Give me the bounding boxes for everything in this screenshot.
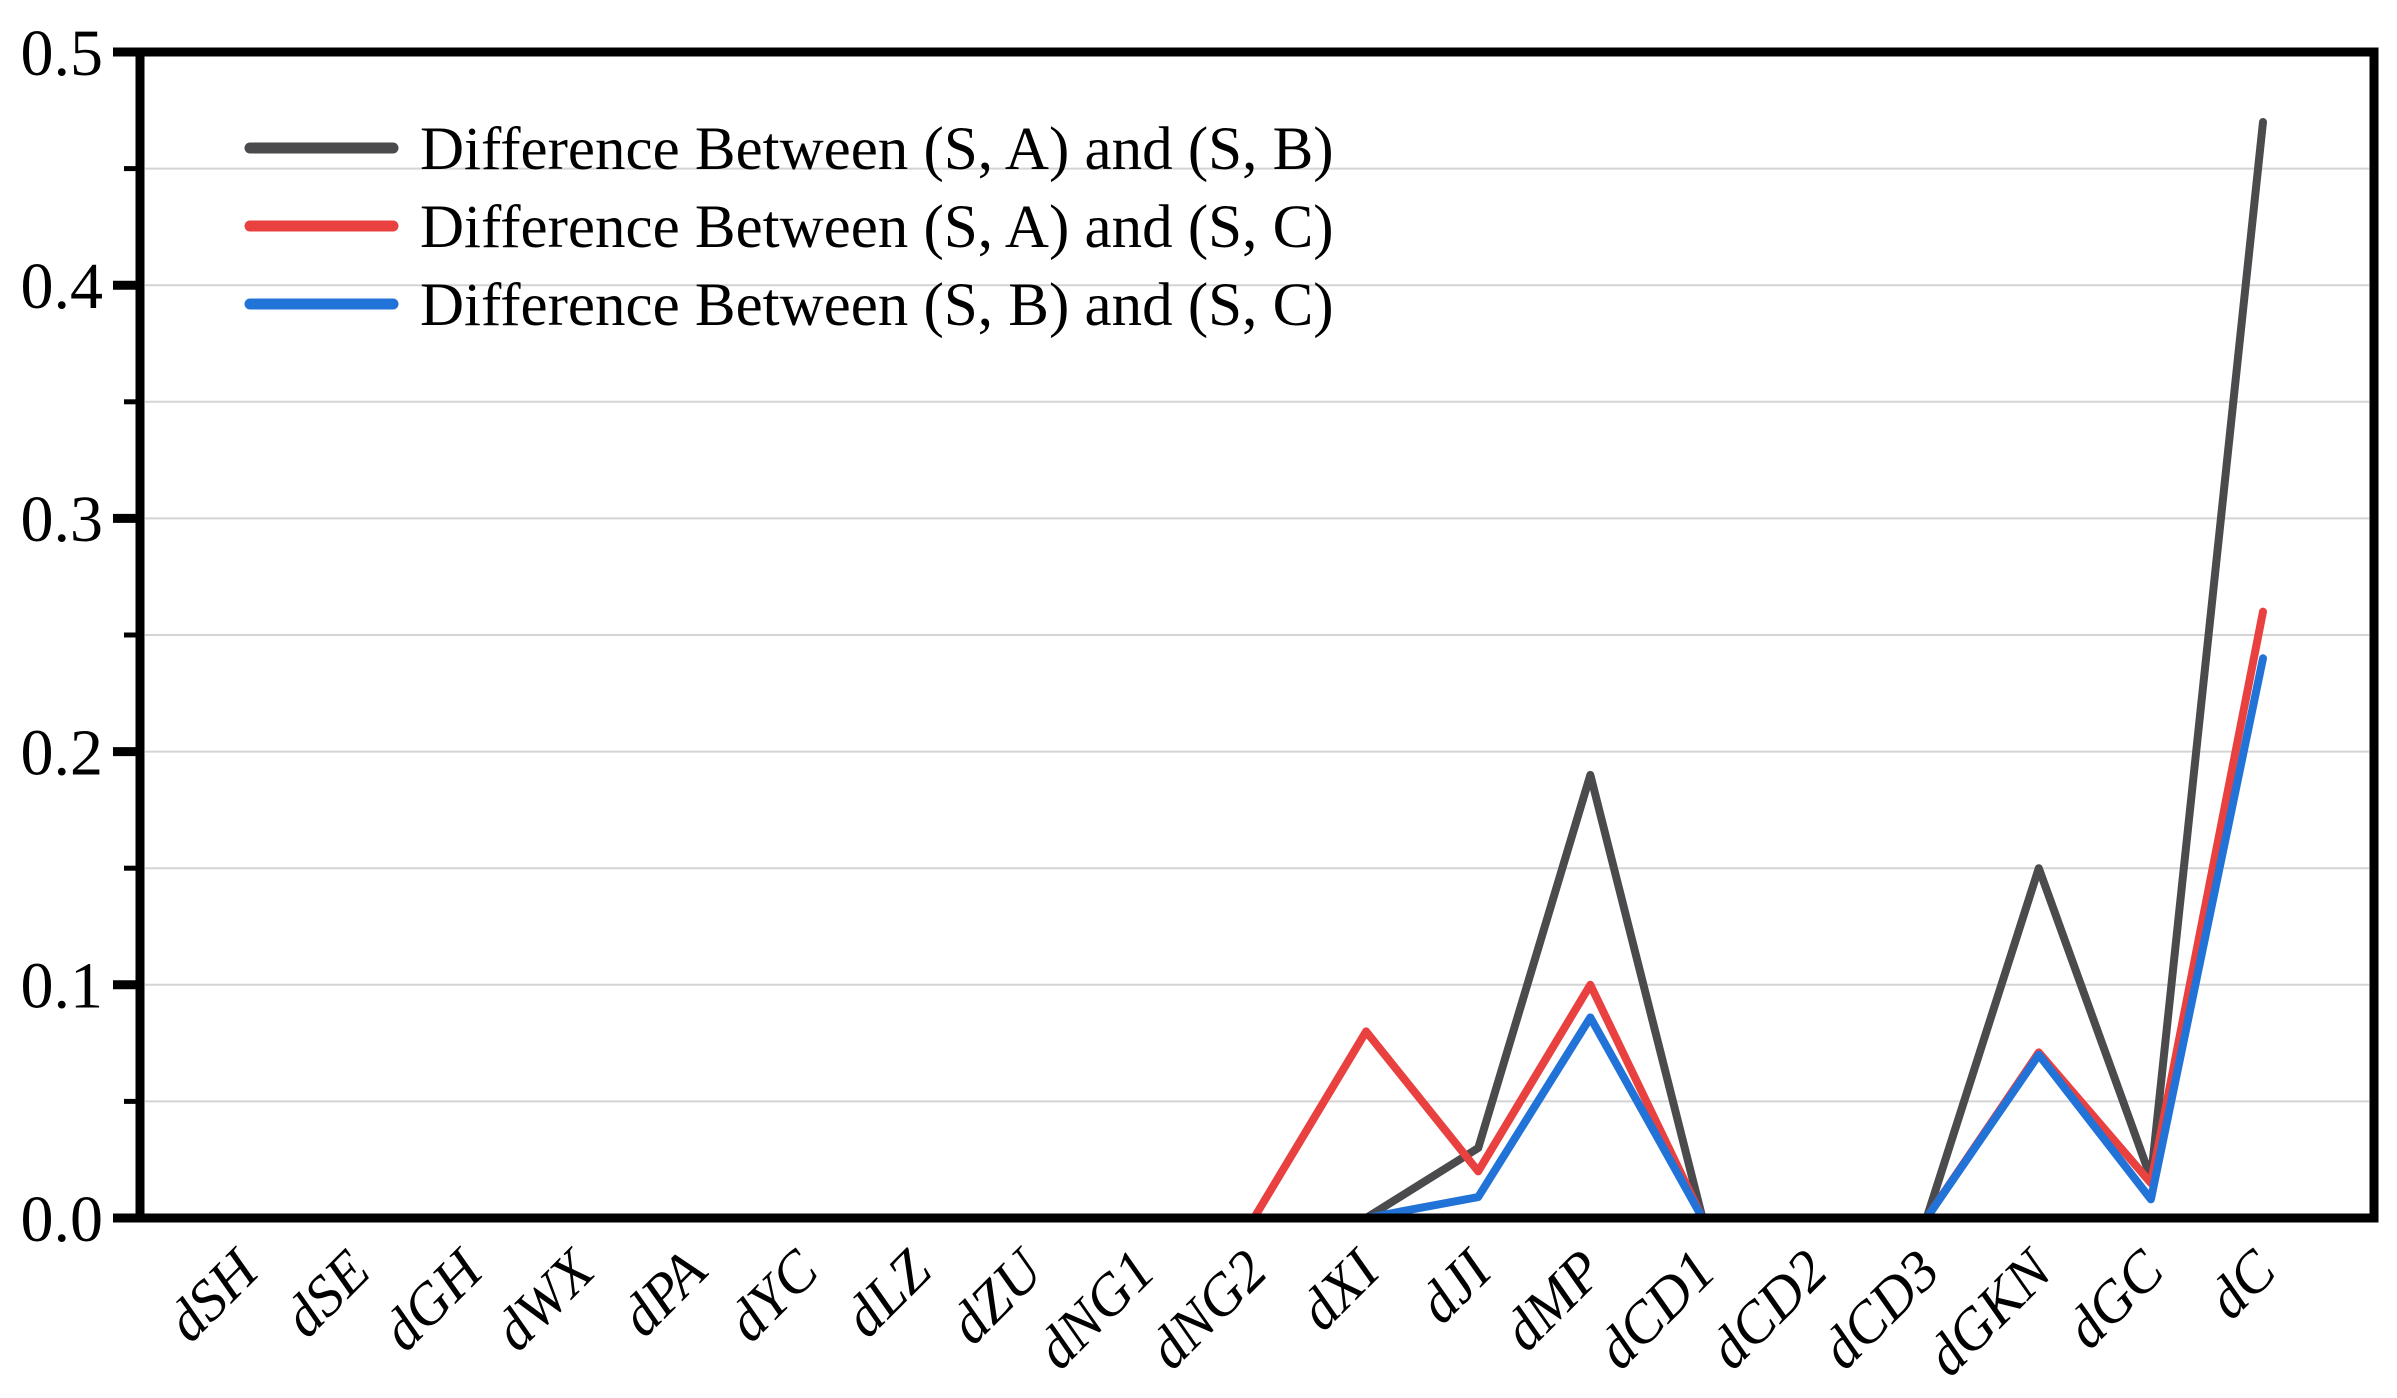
legend-label-0: Difference Between (S, A) and (S, B) [420, 116, 1334, 183]
plot-frame [135, 47, 2379, 1223]
y-axis-tick-label: 0.0 [21, 1183, 104, 1256]
y-axis-tick-label: 0.1 [21, 950, 104, 1023]
legend-item-1: Difference Between (S, A) and (S, C) [244, 194, 1334, 261]
y-axis-tick-label: 0.3 [21, 483, 104, 556]
legend: Difference Between (S, A) and (S, B) Diff… [244, 116, 1334, 339]
y-axis-tick-label: 0.5 [21, 17, 104, 90]
legend-item-2: Difference Between (S, B) and (S, C) [244, 272, 1334, 339]
legend-label-1: Difference Between (S, A) and (S, C) [420, 194, 1334, 261]
legend-item-0: Difference Between (S, A) and (S, B) [244, 116, 1334, 183]
y-axis-tick-label: 0.4 [21, 250, 104, 323]
legend-label-2: Difference Between (S, B) and (S, C) [420, 272, 1334, 339]
y-axis-tick-label: 0.2 [21, 716, 104, 789]
